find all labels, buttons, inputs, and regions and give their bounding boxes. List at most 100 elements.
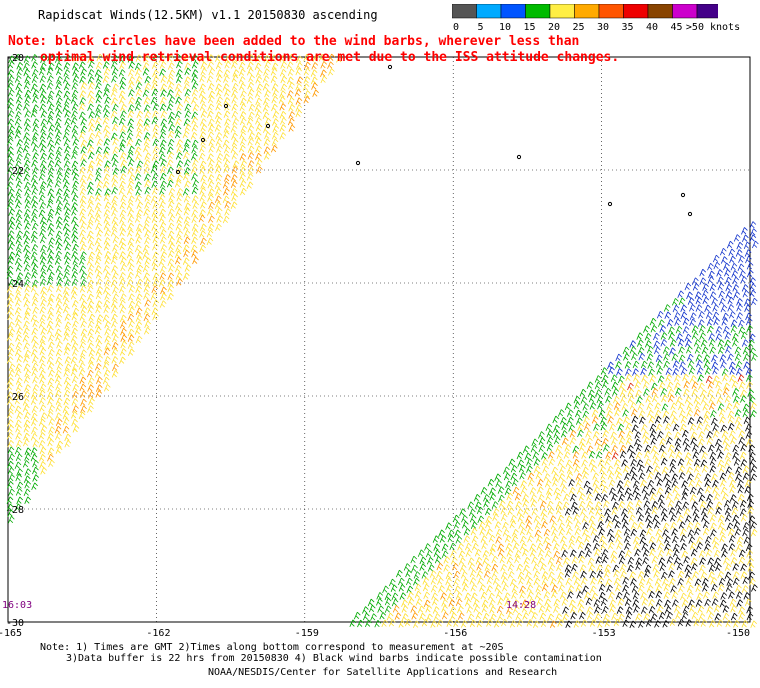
wind-barb [658,382,666,390]
wind-barb [191,145,198,154]
wind-barb [207,61,214,69]
wind-barb [39,103,47,112]
wind-barb [737,263,745,272]
wind-barb [48,144,56,153]
wind-barb [555,501,563,509]
wind-barb [738,319,745,328]
wind-barb [87,242,95,251]
wind-barb [95,130,102,139]
wind-barb [745,317,753,326]
wind-barb [39,62,47,70]
wind-barb [611,437,618,446]
wind-barb [555,613,563,621]
wind-barb [583,422,591,431]
wind-barb [136,110,144,119]
wind-barb [120,334,128,342]
wind-barb [152,229,159,238]
wind-barb [95,340,103,349]
wind-barb [7,75,15,84]
wind-barb [727,528,735,536]
wind-barb [735,466,742,474]
wind-barb [547,557,555,565]
wind-barb [729,255,736,264]
wind-barb [8,188,15,196]
wind-barb [681,612,689,620]
wind-barb [437,577,444,585]
wind-barb [497,486,505,494]
wind-barb [666,548,673,557]
wind-barb [55,152,62,161]
wind-barb [568,479,576,487]
wind-barb [63,347,71,356]
wind-barb [31,355,39,364]
wind-barb [680,528,687,536]
wind-barb [328,53,335,62]
wind-barb [79,257,86,266]
wind-barb [151,53,159,62]
wind-barb [612,395,620,404]
wind-barb [24,195,32,203]
wind-barb [546,430,554,438]
wind-barb [199,160,207,169]
wind-barb [167,54,174,63]
wind-barb [102,61,110,69]
wind-barb [702,584,709,592]
wind-barb [697,319,705,327]
wind-barb [678,465,686,473]
wind-barb [427,564,435,572]
wind-barb [703,360,711,368]
wind-barb [624,542,631,551]
wind-barb [144,278,151,287]
wind-barb [8,208,16,216]
wind-barb [541,521,548,529]
wind-barb [588,451,596,459]
wind-barb [663,416,670,424]
wind-barb [701,514,708,522]
wind-barb [413,571,421,579]
wind-barb [584,543,592,551]
wind-barb [215,103,223,111]
longitude-label: -159 [295,628,319,639]
wind-barb [71,271,79,279]
wind-barb [63,138,71,147]
wind-barb [729,479,736,487]
wind-barb [118,90,126,98]
wind-barb [556,563,563,572]
wind-barb [231,152,239,160]
wind-barb [207,180,215,189]
wind-barb [453,570,461,579]
wind-barb [696,487,704,495]
wind-barb [103,173,111,181]
wind-barb [526,619,534,627]
wind-barb [39,251,47,259]
wind-barb [501,577,509,585]
wind-barb [749,283,757,291]
wind-barb [648,599,655,607]
wind-barb [150,165,158,174]
wind-barb [689,312,697,320]
wind-barb [464,592,471,601]
wind-barb [199,96,207,104]
wind-barb [55,382,62,391]
wind-barb [680,543,687,551]
wind-barb [643,325,650,333]
wind-barb [611,493,618,502]
wind-barb [587,612,594,620]
wind-barb [32,459,39,468]
wind-barb [681,492,689,501]
wind-barb [64,145,71,154]
wind-barb [128,293,135,301]
wind-barb [119,216,126,224]
wind-barb [8,242,15,251]
wind-barb [150,195,158,203]
wind-barb [610,555,618,564]
wind-barb [135,314,143,322]
wind-barb [119,131,126,139]
wind-barb [63,181,70,189]
wind-barb [167,166,174,175]
wind-barb [200,174,208,182]
wind-barb [746,374,753,382]
wind-barb [110,110,118,119]
wind-barb [294,89,302,97]
wind-barb [716,396,724,404]
